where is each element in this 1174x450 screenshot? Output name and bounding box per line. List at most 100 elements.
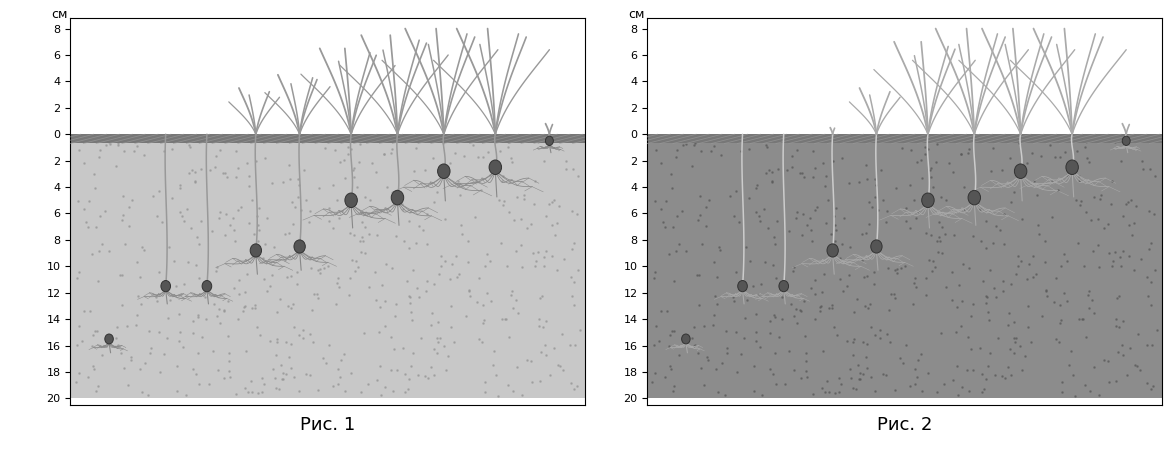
Point (864, 269, 883, 276)
Point (1138, 274, 1156, 281)
Point (655, 374, 674, 381)
Point (437, 366, 456, 373)
Point (556, 166, 575, 173)
Point (285, 203, 304, 210)
Point (450, 135, 468, 142)
Point (896, 263, 915, 270)
Point (301, 330, 319, 337)
Point (475, 388, 494, 395)
Point (124, 147, 143, 154)
Point (542, 252, 561, 260)
Point (784, 312, 803, 319)
Point (537, 248, 555, 255)
Point (480, 257, 499, 264)
Point (677, 140, 696, 148)
Point (227, 147, 245, 154)
Point (1001, 199, 1020, 206)
Point (203, 228, 222, 235)
Point (1041, 141, 1060, 149)
Point (1033, 312, 1052, 319)
Point (190, 275, 209, 282)
Point (868, 243, 886, 251)
Point (1001, 346, 1020, 353)
X-axis label: Рис. 2: Рис. 2 (877, 416, 932, 434)
Point (702, 134, 721, 141)
Point (1006, 270, 1025, 278)
Point (654, 218, 673, 225)
Point (1138, 341, 1156, 348)
Point (508, 363, 527, 370)
Point (340, 274, 359, 282)
Point (871, 166, 890, 173)
Point (797, 374, 816, 381)
Point (191, 166, 210, 173)
Point (376, 297, 394, 305)
Point (319, 204, 338, 212)
Point (1013, 366, 1032, 373)
Point (83, 332, 102, 339)
Point (564, 165, 582, 172)
Point (747, 338, 765, 345)
Point (210, 208, 229, 216)
Point (120, 203, 139, 211)
Point (812, 302, 831, 310)
Point (747, 184, 765, 191)
Point (880, 339, 899, 346)
Point (208, 367, 227, 374)
Point (832, 380, 851, 387)
Point (918, 145, 937, 152)
Point (115, 138, 134, 145)
Point (204, 301, 223, 308)
Point (493, 202, 512, 209)
Point (512, 216, 531, 223)
Point (512, 241, 531, 248)
Point (181, 143, 200, 150)
Point (170, 328, 189, 335)
Point (176, 391, 195, 398)
Point (753, 391, 771, 398)
Point (891, 354, 910, 361)
Point (862, 324, 880, 331)
Point (317, 360, 336, 367)
Point (999, 364, 1018, 371)
Point (330, 283, 349, 290)
Point (1109, 292, 1128, 300)
Point (163, 145, 182, 152)
Point (529, 139, 548, 146)
Point (689, 217, 708, 224)
Point (917, 292, 936, 299)
Point (882, 291, 900, 298)
Point (803, 147, 822, 154)
Point (878, 330, 897, 337)
Point (237, 159, 256, 166)
Point (727, 188, 745, 195)
Point (1046, 274, 1065, 281)
Point (849, 375, 868, 382)
Point (277, 370, 296, 378)
Point (493, 315, 512, 323)
Point (1064, 371, 1082, 378)
Point (755, 258, 774, 265)
Point (784, 264, 803, 271)
Point (892, 144, 911, 152)
Point (1018, 275, 1037, 283)
Point (241, 377, 259, 384)
Point (128, 143, 147, 150)
Point (443, 323, 461, 330)
Point (911, 156, 930, 163)
Point (263, 179, 282, 186)
Point (917, 274, 936, 282)
Point (316, 144, 335, 152)
Point (669, 351, 688, 359)
Point (740, 145, 758, 152)
Point (937, 196, 956, 203)
Point (1140, 246, 1159, 253)
Point (562, 292, 581, 299)
Point (533, 324, 552, 331)
Point (171, 181, 190, 188)
Point (402, 308, 420, 315)
Point (795, 174, 814, 181)
Point (1080, 287, 1099, 294)
Point (281, 272, 299, 279)
Point (189, 240, 208, 248)
